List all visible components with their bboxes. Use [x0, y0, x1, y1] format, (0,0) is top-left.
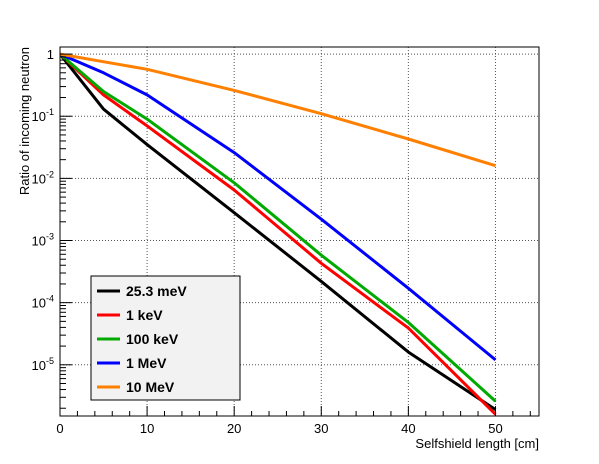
y-tick-label: 1: [47, 47, 54, 62]
series-line: [60, 52, 497, 362]
series-line: [60, 52, 496, 168]
y-tick-label: 10-3: [32, 232, 54, 249]
x-tick-label: 50: [488, 421, 502, 436]
legend-label: 1 MeV: [126, 355, 167, 371]
y-tick-label: 10-5: [32, 356, 54, 373]
y-tick-label: 10-2: [32, 169, 54, 186]
series-line: [60, 53, 497, 411]
x-tick-label: 0: [56, 421, 63, 436]
x-axis-title: Selfshield length [cm]: [415, 436, 539, 451]
y-tick-label: 10-1: [32, 107, 54, 124]
series-line: [60, 52, 497, 403]
x-tick-label: 10: [140, 421, 154, 436]
legend-label: 100 keV: [126, 331, 179, 347]
series-lines: [60, 52, 497, 416]
y-axis-title: Ratio of incoming neutron: [17, 47, 32, 195]
series-line: [60, 53, 497, 416]
x-tick-label: 30: [314, 421, 328, 436]
y-tick-label: 10-4: [32, 294, 54, 311]
legend-label: 1 keV: [126, 307, 163, 323]
x-tick-label: 40: [401, 421, 415, 436]
legend-label: 10 MeV: [126, 379, 175, 395]
legend: 25.3 meV 1 keV 100 keV 1 MeV 10 MeV: [90, 275, 241, 401]
grid: [60, 47, 539, 416]
legend-label: 25.3 meV: [126, 283, 187, 299]
x-tick-label: 20: [227, 421, 241, 436]
plot-frame: [59, 46, 540, 417]
